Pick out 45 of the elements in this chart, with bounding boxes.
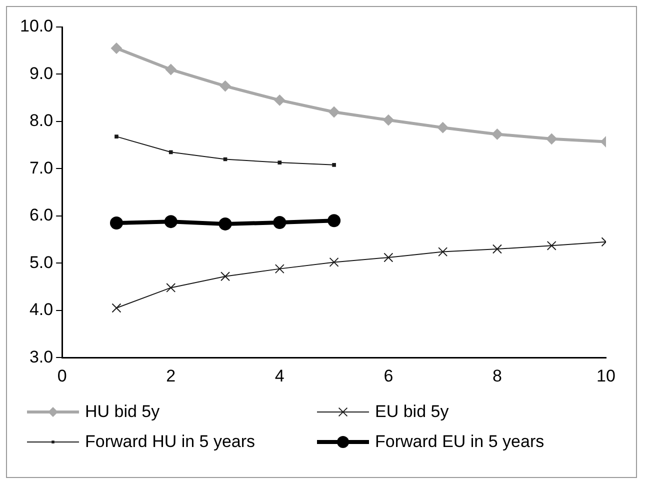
legend-label: HU bid 5y: [85, 402, 160, 422]
point: [166, 282, 176, 292]
point: [164, 215, 178, 228]
y-tick-label: 10.0: [20, 16, 54, 36]
y-tick-label: 8.0: [29, 111, 54, 130]
y-tick-label: 4.0: [29, 300, 54, 320]
point: [274, 264, 284, 274]
point: [492, 244, 502, 254]
point: [165, 64, 176, 76]
point: [274, 94, 286, 106]
legend-label: Forward HU in 5 years: [85, 432, 256, 452]
point: [546, 240, 556, 250]
point: [332, 162, 336, 167]
point: [328, 106, 340, 118]
point: [168, 150, 173, 154]
x-tick-label: 4: [274, 366, 284, 386]
point: [329, 257, 339, 267]
point: [437, 122, 448, 134]
y-tick-label: 7.0: [29, 158, 54, 178]
point: [382, 114, 394, 126]
x-tick-label: 8: [492, 366, 502, 386]
x-tick-label: 0: [57, 366, 67, 386]
point: [546, 133, 558, 144]
x-tick-label: 6: [384, 366, 394, 386]
x-tick-label: 10: [596, 366, 616, 386]
point: [328, 214, 341, 228]
point: [114, 134, 118, 138]
y-tick-label: 9.0: [29, 64, 54, 83]
y-tick-label: 5.0: [29, 252, 54, 272]
point: [218, 217, 232, 230]
x-tick-label: 2: [166, 366, 176, 386]
point: [273, 216, 286, 230]
legend-label: Forward EU in 5 years: [375, 432, 544, 452]
point: [220, 272, 230, 282]
point: [492, 128, 503, 140]
y-tick-label: 3.0: [29, 347, 54, 366]
y-tick-label: 6.0: [29, 206, 54, 225]
point: [220, 80, 231, 92]
point: [438, 247, 448, 257]
point: [384, 252, 394, 262]
point: [110, 42, 122, 54]
point: [112, 303, 122, 313]
point: [278, 160, 282, 164]
legend-label: EU bid 5y: [375, 402, 449, 422]
point: [110, 216, 123, 230]
